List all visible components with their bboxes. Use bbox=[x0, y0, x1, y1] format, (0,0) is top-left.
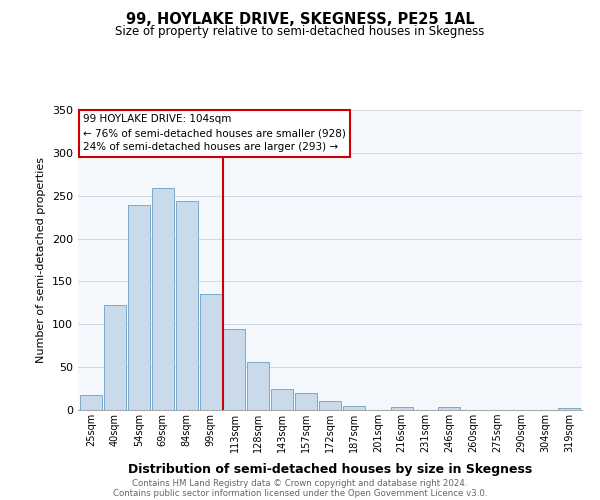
Text: Size of property relative to semi-detached houses in Skegness: Size of property relative to semi-detach… bbox=[115, 25, 485, 38]
Bar bbox=[128, 205, 150, 410]
Bar bbox=[176, 201, 197, 410]
Text: Contains public sector information licensed under the Open Government Licence v3: Contains public sector information licen… bbox=[113, 488, 487, 498]
Text: Contains HM Land Registry data © Crown copyright and database right 2024.: Contains HM Land Registry data © Crown c… bbox=[132, 478, 468, 488]
Y-axis label: Number of semi-detached properties: Number of semi-detached properties bbox=[37, 157, 46, 363]
Bar bbox=[295, 393, 317, 410]
Text: 99, HOYLAKE DRIVE, SKEGNESS, PE25 1AL: 99, HOYLAKE DRIVE, SKEGNESS, PE25 1AL bbox=[125, 12, 475, 28]
Bar bbox=[152, 188, 174, 410]
Text: 99 HOYLAKE DRIVE: 104sqm
← 76% of semi-detached houses are smaller (928)
24% of : 99 HOYLAKE DRIVE: 104sqm ← 76% of semi-d… bbox=[83, 114, 346, 152]
Bar bbox=[223, 330, 245, 410]
Bar bbox=[247, 362, 269, 410]
Bar bbox=[80, 396, 102, 410]
Bar bbox=[439, 408, 460, 410]
Bar bbox=[558, 408, 580, 410]
X-axis label: Distribution of semi-detached houses by size in Skegness: Distribution of semi-detached houses by … bbox=[128, 464, 532, 476]
Bar bbox=[319, 402, 341, 410]
Bar bbox=[271, 388, 293, 410]
Bar bbox=[200, 294, 221, 410]
Bar bbox=[104, 306, 126, 410]
Bar bbox=[391, 408, 413, 410]
Bar bbox=[343, 406, 365, 410]
